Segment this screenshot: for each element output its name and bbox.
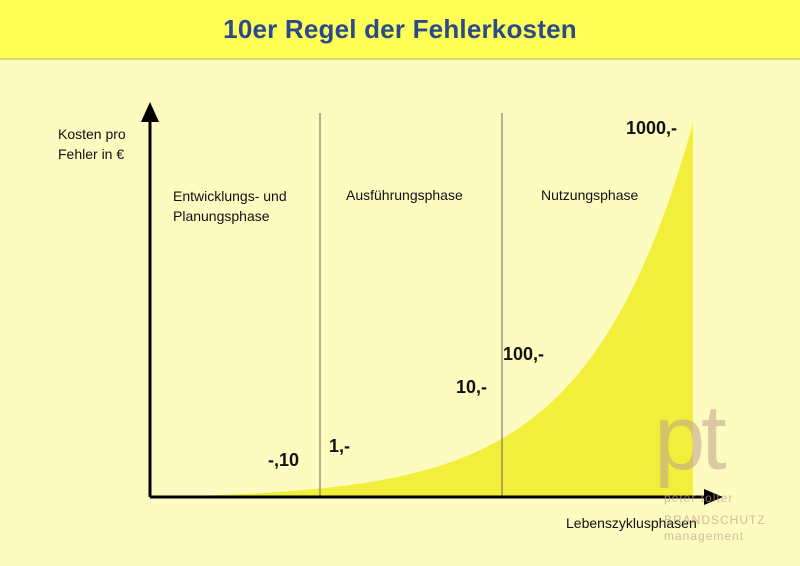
chart-title: 10er Regel der Fehlerkosten xyxy=(223,13,577,44)
logo-letters: pt xyxy=(654,387,727,489)
logo-line-2: BRANDSCHUTZ xyxy=(664,513,766,527)
y-axis-label: Kosten pro Fehler in € xyxy=(58,126,126,162)
value-label-2: 10,- xyxy=(456,377,488,397)
y-axis-arrow xyxy=(141,102,159,122)
x-axis-arrow xyxy=(704,489,723,505)
cost-area xyxy=(150,123,693,497)
value-label-1: 1,- xyxy=(329,436,351,456)
phase-label-execution: Ausführungsphase xyxy=(346,187,463,203)
phase-label-planning: Entwicklungs- und Planungsphase xyxy=(173,188,287,224)
value-label-3: 100,- xyxy=(503,344,545,364)
company-logo: pt peter tolter BRANDSCHUTZ management xyxy=(654,387,766,552)
value-label-0: -,10 xyxy=(268,450,300,470)
phase-label-usage: Nutzungsphase xyxy=(541,187,639,203)
logo-line-3: management xyxy=(664,529,745,543)
title-bar: 10er Regel der Fehlerkosten xyxy=(0,0,800,60)
value-label-4: 1000,- xyxy=(626,118,678,138)
x-axis-label: Lebenszyklusphasen xyxy=(566,515,697,531)
logo-line-1: peter tolter xyxy=(664,491,734,505)
